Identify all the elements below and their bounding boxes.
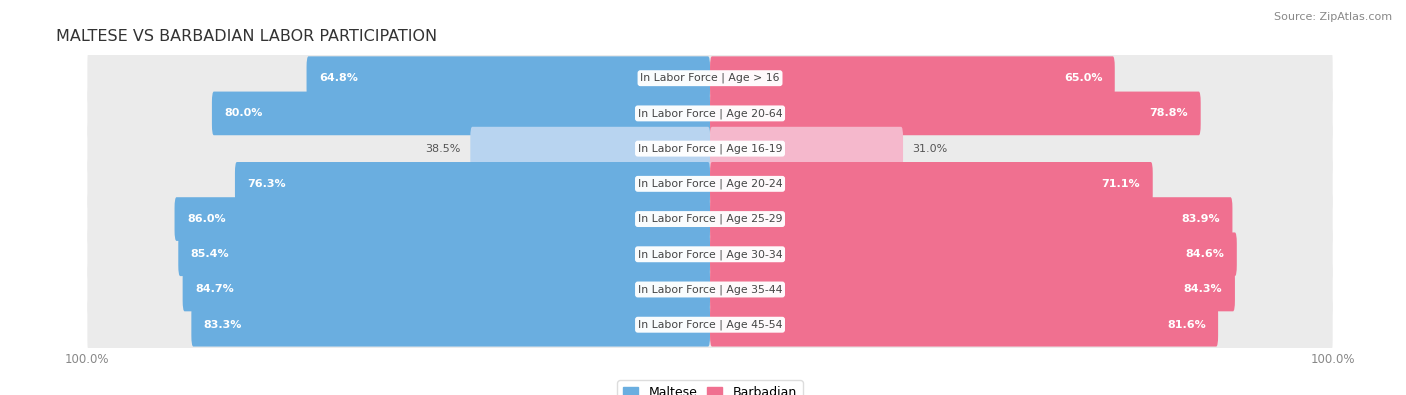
FancyBboxPatch shape bbox=[710, 197, 1233, 241]
Text: 65.0%: 65.0% bbox=[1064, 73, 1102, 83]
Text: 78.8%: 78.8% bbox=[1150, 108, 1188, 118]
Text: 81.6%: 81.6% bbox=[1167, 320, 1206, 330]
FancyBboxPatch shape bbox=[710, 232, 1237, 276]
FancyBboxPatch shape bbox=[87, 260, 1333, 320]
Text: MALTESE VS BARBADIAN LABOR PARTICIPATION: MALTESE VS BARBADIAN LABOR PARTICIPATION bbox=[56, 29, 437, 44]
Text: 85.4%: 85.4% bbox=[191, 249, 229, 259]
FancyBboxPatch shape bbox=[87, 154, 1333, 214]
Text: In Labor Force | Age 20-64: In Labor Force | Age 20-64 bbox=[638, 108, 782, 118]
Text: 84.6%: 84.6% bbox=[1185, 249, 1225, 259]
Text: In Labor Force | Age 16-19: In Labor Force | Age 16-19 bbox=[638, 143, 782, 154]
Text: Source: ZipAtlas.com: Source: ZipAtlas.com bbox=[1274, 12, 1392, 22]
FancyBboxPatch shape bbox=[307, 56, 710, 100]
Text: 86.0%: 86.0% bbox=[187, 214, 225, 224]
Text: In Labor Force | Age 25-29: In Labor Force | Age 25-29 bbox=[638, 214, 782, 224]
FancyBboxPatch shape bbox=[235, 162, 710, 206]
Text: In Labor Force | Age > 16: In Labor Force | Age > 16 bbox=[640, 73, 780, 83]
FancyBboxPatch shape bbox=[179, 232, 710, 276]
FancyBboxPatch shape bbox=[87, 83, 1333, 143]
FancyBboxPatch shape bbox=[212, 92, 710, 135]
FancyBboxPatch shape bbox=[183, 268, 710, 311]
FancyBboxPatch shape bbox=[191, 303, 710, 346]
FancyBboxPatch shape bbox=[87, 48, 1333, 108]
Text: 84.3%: 84.3% bbox=[1184, 284, 1222, 295]
Text: 84.7%: 84.7% bbox=[195, 284, 233, 295]
FancyBboxPatch shape bbox=[710, 268, 1234, 311]
Text: 83.3%: 83.3% bbox=[204, 320, 242, 330]
Text: In Labor Force | Age 30-34: In Labor Force | Age 30-34 bbox=[638, 249, 782, 260]
Text: 38.5%: 38.5% bbox=[426, 144, 461, 154]
Text: 83.9%: 83.9% bbox=[1181, 214, 1220, 224]
Text: 76.3%: 76.3% bbox=[247, 179, 285, 189]
FancyBboxPatch shape bbox=[87, 118, 1333, 179]
FancyBboxPatch shape bbox=[710, 56, 1115, 100]
FancyBboxPatch shape bbox=[710, 127, 903, 171]
FancyBboxPatch shape bbox=[470, 127, 710, 171]
FancyBboxPatch shape bbox=[87, 224, 1333, 284]
FancyBboxPatch shape bbox=[710, 162, 1153, 206]
FancyBboxPatch shape bbox=[710, 303, 1218, 346]
FancyBboxPatch shape bbox=[87, 189, 1333, 249]
Text: 71.1%: 71.1% bbox=[1102, 179, 1140, 189]
FancyBboxPatch shape bbox=[87, 295, 1333, 355]
Text: 64.8%: 64.8% bbox=[319, 73, 359, 83]
FancyBboxPatch shape bbox=[174, 197, 710, 241]
Text: 80.0%: 80.0% bbox=[225, 108, 263, 118]
Text: In Labor Force | Age 45-54: In Labor Force | Age 45-54 bbox=[638, 320, 782, 330]
FancyBboxPatch shape bbox=[710, 92, 1201, 135]
Legend: Maltese, Barbadian: Maltese, Barbadian bbox=[617, 380, 803, 395]
Text: In Labor Force | Age 35-44: In Labor Force | Age 35-44 bbox=[638, 284, 782, 295]
Text: 31.0%: 31.0% bbox=[912, 144, 948, 154]
Text: In Labor Force | Age 20-24: In Labor Force | Age 20-24 bbox=[638, 179, 782, 189]
